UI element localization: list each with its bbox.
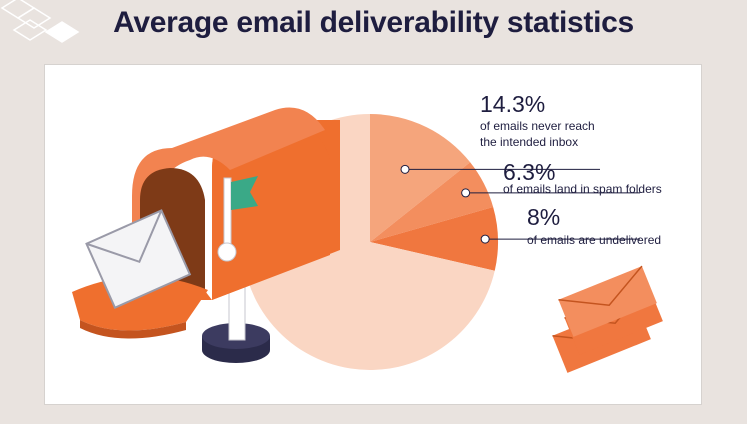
stat-value-2: 6.3% xyxy=(503,159,555,185)
stat-description-1: of emails never reach xyxy=(480,119,595,133)
pie-labels: 14.3% of emails never reach the intended i… xyxy=(400,91,662,247)
stat-description-1: the intended inbox xyxy=(480,135,578,149)
mailbox-illustration xyxy=(72,107,340,363)
pie-slice-2 xyxy=(370,162,494,242)
leader-dot-2 xyxy=(461,188,471,198)
stat-description-3: of emails are undelivered xyxy=(527,233,661,247)
pie-slice-3 xyxy=(370,207,498,271)
stat-description-2: of emails land in spam folders xyxy=(503,182,662,196)
envelopes-illustration xyxy=(552,265,663,373)
stat-value-3: 8% xyxy=(527,204,560,230)
stat-value-1: 14.3% xyxy=(480,91,545,117)
leader-dot-3 xyxy=(480,234,490,244)
pie-slice-1 xyxy=(370,114,471,242)
page-title: Average email deliverability statistics xyxy=(113,6,634,39)
corner-diamonds-decoration xyxy=(0,0,80,43)
leader-dot-1 xyxy=(400,164,410,174)
